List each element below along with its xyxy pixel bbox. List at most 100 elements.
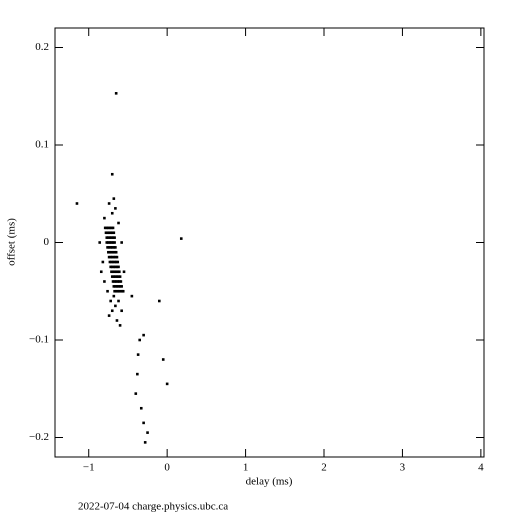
- point: [112, 285, 116, 288]
- x-tick-label: −1: [83, 462, 95, 474]
- point: [112, 246, 116, 249]
- x-tick-label: 0: [164, 462, 170, 474]
- point: [109, 299, 112, 303]
- point: [161, 358, 165, 361]
- point: [114, 270, 118, 274]
- point: [107, 202, 111, 205]
- point: [110, 172, 114, 176]
- x-tick-label: 4: [478, 462, 484, 474]
- point: [99, 270, 103, 274]
- point: [110, 255, 114, 259]
- point: [111, 226, 115, 230]
- point: [158, 299, 161, 303]
- point: [114, 285, 117, 288]
- point: [114, 260, 118, 264]
- point: [113, 260, 116, 264]
- x-tick-label: 1: [243, 462, 249, 474]
- point: [115, 285, 119, 288]
- point: [118, 285, 122, 288]
- y-tick-label: −0.2: [29, 431, 49, 443]
- point: [107, 255, 111, 259]
- point: [114, 250, 118, 254]
- point: [103, 216, 106, 220]
- point: [112, 255, 116, 259]
- point: [112, 197, 116, 200]
- point: [136, 353, 140, 356]
- point: [117, 221, 120, 225]
- point: [110, 309, 114, 313]
- point: [110, 260, 113, 264]
- point: [106, 289, 109, 293]
- point: [109, 231, 112, 235]
- point: [108, 241, 112, 244]
- y-tick-label: 0: [44, 236, 50, 248]
- point: [113, 236, 116, 239]
- point: [114, 92, 118, 95]
- point: [142, 421, 145, 425]
- point: [114, 207, 117, 210]
- point: [113, 289, 116, 293]
- point: [112, 265, 116, 269]
- point: [116, 260, 120, 264]
- x-tick-label: 3: [400, 462, 406, 474]
- point: [107, 246, 111, 249]
- point: [117, 285, 120, 288]
- point: [118, 324, 122, 327]
- point: [109, 255, 112, 259]
- point: [119, 289, 123, 293]
- point: [139, 406, 143, 410]
- point: [107, 226, 110, 230]
- x-tick-label: 2: [321, 462, 327, 474]
- point: [108, 226, 112, 230]
- point: [111, 241, 115, 244]
- point: [116, 289, 120, 293]
- point: [106, 246, 109, 249]
- point: [103, 226, 107, 230]
- x-axis-label: delay (ms): [246, 476, 293, 488]
- point: [98, 241, 102, 244]
- point: [165, 382, 169, 386]
- point: [146, 431, 149, 434]
- point: [114, 289, 118, 293]
- point: [113, 270, 116, 274]
- point: [114, 246, 117, 249]
- point: [111, 270, 115, 274]
- point: [121, 289, 125, 293]
- point: [105, 226, 109, 230]
- point: [111, 250, 115, 254]
- point: [113, 280, 116, 283]
- point: [114, 255, 117, 259]
- point: [112, 275, 116, 278]
- point: [136, 372, 139, 376]
- point: [130, 294, 134, 298]
- y-tick-label: 0.1: [35, 139, 49, 151]
- point: [112, 231, 116, 235]
- point: [103, 280, 106, 283]
- y-tick-label: −0.1: [29, 334, 49, 346]
- point: [101, 260, 105, 264]
- point: [107, 250, 110, 254]
- point: [104, 231, 108, 235]
- point: [118, 280, 121, 283]
- point: [179, 237, 183, 240]
- point: [113, 250, 116, 254]
- point: [105, 241, 109, 244]
- point: [107, 241, 110, 244]
- point: [109, 265, 112, 269]
- point: [118, 289, 121, 293]
- point: [143, 441, 147, 444]
- point: [105, 236, 109, 239]
- footer: 2022-07-04 charge.physics.ubc.ca: [78, 501, 228, 512]
- point: [115, 319, 119, 322]
- point: [111, 236, 115, 239]
- point: [110, 231, 114, 235]
- point: [110, 226, 113, 230]
- point: [110, 250, 113, 254]
- point: [110, 211, 114, 215]
- point: [117, 299, 120, 303]
- point: [118, 275, 122, 278]
- point: [114, 304, 117, 308]
- point: [112, 294, 116, 298]
